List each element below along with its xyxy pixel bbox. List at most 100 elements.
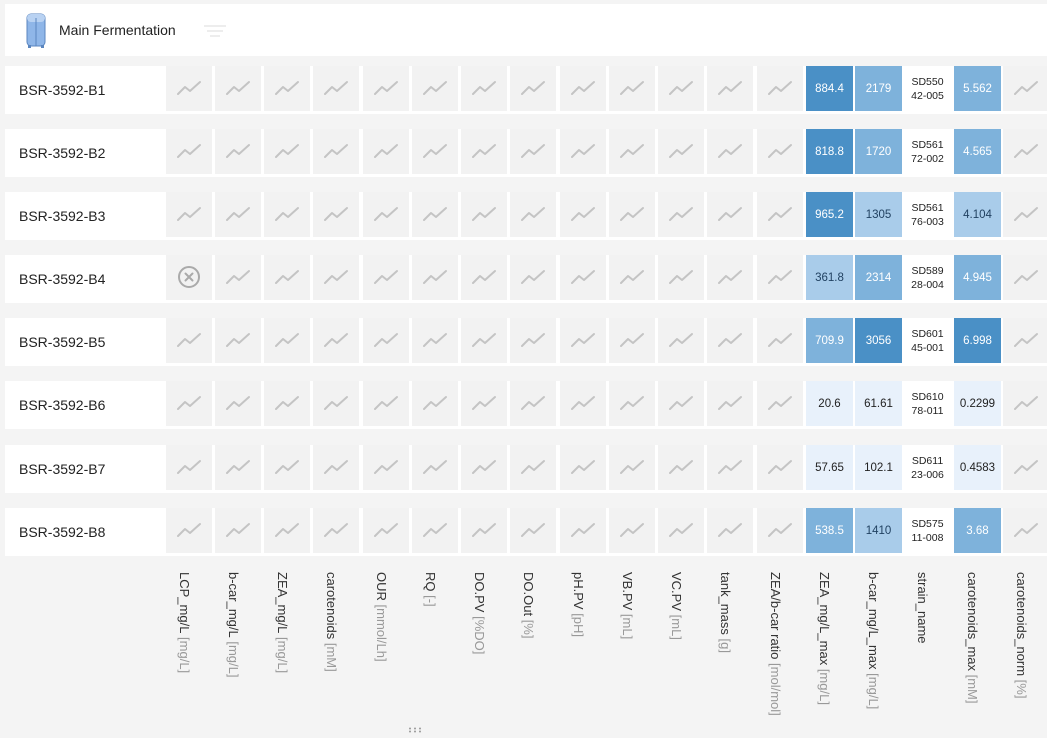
sparkline-cell[interactable] (264, 129, 310, 174)
sparkline-cell[interactable] (757, 66, 803, 111)
column-header[interactable]: tank_mass [g] (718, 572, 733, 653)
sparkline-cell[interactable] (609, 66, 655, 111)
sparkline-cell[interactable] (215, 508, 261, 553)
carotenoids-max-cell[interactable]: 0.2299 (954, 381, 1001, 426)
sparkline-cell[interactable] (363, 192, 409, 237)
sparkline-cell[interactable] (560, 255, 606, 300)
column-header[interactable]: carotenoids_max [mM] (965, 572, 980, 704)
column-header[interactable]: ZEA/b-car ratio [mol/mol] (768, 572, 783, 716)
bcar-max-cell[interactable]: 61.61 (855, 381, 902, 426)
sparkline-cell[interactable] (560, 381, 606, 426)
sparkline-cell[interactable] (510, 255, 556, 300)
sparkline-cell[interactable] (510, 508, 556, 553)
sparkline-cell[interactable] (215, 66, 261, 111)
sparkline-cell[interactable] (264, 445, 310, 490)
sparkline-cell[interactable] (264, 192, 310, 237)
sparkline-cell[interactable] (757, 129, 803, 174)
column-header[interactable]: pH.PV [pH] (571, 572, 586, 638)
carotenoids-max-cell[interactable]: 4.104 (954, 192, 1001, 237)
sparkline-cell[interactable] (313, 129, 359, 174)
sparkline-cell[interactable] (609, 318, 655, 363)
sparkline-cell[interactable] (461, 381, 507, 426)
sparkline-cell[interactable] (757, 508, 803, 553)
sparkline-cell[interactable] (560, 192, 606, 237)
sparkline-cell[interactable] (166, 129, 212, 174)
sparkline-cell[interactable] (363, 129, 409, 174)
sparkline-cell[interactable] (560, 445, 606, 490)
sparkline-cell[interactable] (461, 445, 507, 490)
column-header[interactable]: VC.PV [mL] (669, 572, 684, 640)
sparkline-cell[interactable] (1003, 66, 1047, 111)
sparkline-cell[interactable] (215, 129, 261, 174)
sparkline-cell[interactable] (363, 508, 409, 553)
sparkline-cell[interactable] (1003, 318, 1047, 363)
sparkline-cell[interactable] (757, 255, 803, 300)
column-header[interactable]: RQ [-] (423, 572, 438, 607)
sparkline-cell[interactable] (609, 445, 655, 490)
bcar-max-cell[interactable]: 2314 (855, 255, 902, 300)
bcar-max-cell[interactable]: 2179 (855, 66, 902, 111)
column-header[interactable]: ZEA_mg/L_max [mg/L] (817, 572, 832, 705)
zea-max-cell[interactable]: 818.8 (806, 129, 853, 174)
sparkline-cell[interactable] (757, 445, 803, 490)
sparkline-cell[interactable] (313, 66, 359, 111)
sparkline-cell[interactable] (215, 192, 261, 237)
sparkline-cell[interactable] (560, 66, 606, 111)
sparkline-cell[interactable] (510, 192, 556, 237)
sparkline-cell[interactable] (363, 318, 409, 363)
sparkline-cell[interactable] (461, 255, 507, 300)
column-header[interactable]: VB.PV [mL] (620, 572, 635, 640)
sparkline-cell[interactable] (510, 129, 556, 174)
carotenoids-max-cell[interactable]: 3.68 (954, 508, 1001, 553)
sparkline-cell[interactable] (609, 508, 655, 553)
carotenoids-max-cell[interactable]: 4.565 (954, 129, 1001, 174)
sparkline-cell[interactable] (707, 66, 753, 111)
sparkline-cell[interactable] (313, 255, 359, 300)
sparkline-cell[interactable] (658, 508, 704, 553)
sparkline-cell[interactable] (313, 381, 359, 426)
sparkline-cell[interactable] (658, 381, 704, 426)
sparkline-cell[interactable] (412, 255, 458, 300)
row-name[interactable]: BSR-3592-B8 (19, 524, 106, 540)
sparkline-cell[interactable] (363, 445, 409, 490)
column-header[interactable]: ZEA_mg/L [mg/L] (275, 572, 290, 674)
sparkline-cell[interactable] (1003, 129, 1047, 174)
table-row[interactable]: BSR-3592-B3 965.2 1305 SD561 76-003 4.104 (5, 192, 1047, 240)
sparkline-cell[interactable] (707, 192, 753, 237)
row-name[interactable]: BSR-3592-B2 (19, 145, 106, 161)
table-row[interactable]: BSR-3592-B1 884.4 2179 SD550 42-005 5.562 (5, 66, 1047, 114)
table-row[interactable]: BSR-3592-B7 57.65 102.1 SD611 23-006 0.4583 (5, 445, 1047, 493)
bcar-max-cell[interactable]: 3056 (855, 318, 902, 363)
sparkline-cell[interactable] (461, 508, 507, 553)
sparkline-cell[interactable] (609, 255, 655, 300)
row-name[interactable]: BSR-3592-B4 (19, 271, 106, 287)
sparkline-cell[interactable] (215, 445, 261, 490)
column-header[interactable]: b-car_mg/L_max [mg/L] (866, 572, 881, 710)
sparkline-cell[interactable] (1003, 381, 1047, 426)
sparkline-cell[interactable] (658, 255, 704, 300)
sparkline-cell[interactable] (1003, 508, 1047, 553)
row-name[interactable]: BSR-3592-B6 (19, 397, 106, 413)
sparkline-cell[interactable] (757, 381, 803, 426)
sparkline-cell[interactable] (510, 381, 556, 426)
sparkline-cell[interactable] (166, 508, 212, 553)
sparkline-cell[interactable] (1003, 445, 1047, 490)
sparkline-cell[interactable] (560, 508, 606, 553)
row-name[interactable]: BSR-3592-B5 (19, 334, 106, 350)
sparkline-cell[interactable] (166, 66, 212, 111)
sparkline-cell[interactable] (461, 318, 507, 363)
sparkline-cell[interactable] (757, 192, 803, 237)
sparkline-cell[interactable] (166, 192, 212, 237)
sparkline-cell[interactable] (510, 66, 556, 111)
column-header[interactable]: carotenoids_norm [%] (1014, 572, 1029, 699)
zea-max-cell[interactable]: 965.2 (806, 192, 853, 237)
row-name[interactable]: BSR-3592-B7 (19, 461, 106, 477)
sparkline-cell[interactable] (166, 318, 212, 363)
filter-icon[interactable] (203, 23, 226, 37)
sparkline-cell[interactable] (412, 508, 458, 553)
column-header[interactable]: DO.Out [%] (521, 572, 536, 639)
resize-handle-icon[interactable] (408, 720, 422, 733)
sparkline-cell[interactable] (264, 66, 310, 111)
sparkline-cell[interactable] (707, 508, 753, 553)
error-cell[interactable] (166, 255, 212, 300)
